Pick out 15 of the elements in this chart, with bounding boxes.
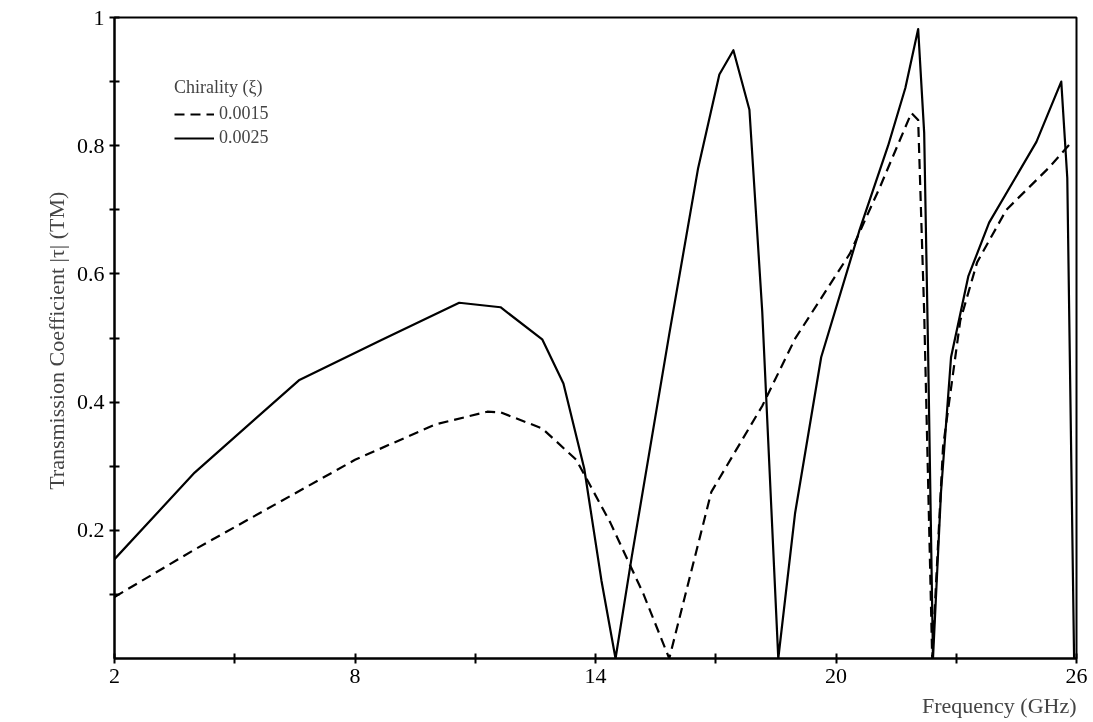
x-tick-label: 26 [1065, 662, 1088, 688]
x-tick-label: 14 [584, 662, 607, 688]
x-axis-title: Frequency (GHz) [921, 692, 1077, 718]
y-tick-label: 1 [93, 4, 105, 30]
x-tick-label: 20 [825, 662, 847, 688]
legend-label: 0.0015 [219, 103, 269, 124]
y-axis-title: Transmission Coefficient |τ| (TM) [44, 191, 69, 490]
legend-label: 0.0025 [219, 127, 269, 148]
y-tick-label: 0.4 [77, 389, 105, 415]
x-tick-label: 2 [109, 662, 120, 688]
x-tick-label: 8 [349, 662, 361, 688]
legend-title: Chirality (ξ) [174, 77, 264, 98]
y-tick-label: 0.2 [77, 517, 105, 543]
y-tick-label: 0.8 [77, 132, 105, 158]
y-tick-label: 0.6 [77, 260, 105, 286]
